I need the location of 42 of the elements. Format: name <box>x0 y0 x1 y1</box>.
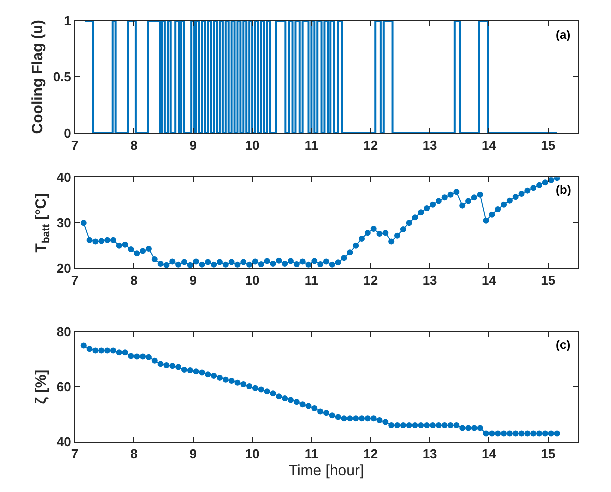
x-tick-label: 12 <box>364 273 378 288</box>
y-tick-label: 60 <box>56 380 72 395</box>
x-tick-label: 15 <box>541 446 556 462</box>
x-tick-label: 12 <box>364 138 378 153</box>
x-tick-label: 14 <box>482 273 498 288</box>
y-tick-label: 40 <box>56 434 72 450</box>
x-tick-label: 9 <box>190 446 197 462</box>
x-tick-label: 7 <box>71 138 79 153</box>
y-axis-title: ζ [%] <box>33 370 50 404</box>
y-tick-label: 40 <box>56 170 72 186</box>
y-tick-label: 1 <box>64 14 72 29</box>
x-tick-label: 13 <box>422 273 438 288</box>
x-tick-label: 8 <box>130 138 138 153</box>
x-tick-label: 7 <box>71 446 79 462</box>
y-axis-title: Cooling Flag (u) <box>30 20 47 134</box>
x-tick-label: 9 <box>190 138 197 153</box>
annotation: (b) <box>556 183 572 197</box>
x-tick-label: 12 <box>364 446 378 462</box>
x-tick-label: 11 <box>304 138 319 153</box>
x-tick-label: 15 <box>541 138 556 153</box>
x-tick-label: 14 <box>482 446 498 462</box>
x-tick-label: 7 <box>71 273 79 288</box>
x-tick-label: 13 <box>422 446 438 462</box>
x-tick-label: 15 <box>541 273 556 288</box>
annotation: (c) <box>556 338 571 352</box>
x-tick-label: 14 <box>482 138 498 153</box>
x-tick-label: 10 <box>245 446 260 462</box>
x-axis-title: Time [hour] <box>288 462 364 480</box>
y-tick-label: 30 <box>56 216 72 231</box>
x-tick-label: 9 <box>190 273 197 288</box>
x-tick-label: 10 <box>245 138 260 153</box>
y-tick-label: 0 <box>64 126 72 141</box>
y-tick-label: 0.5 <box>53 70 72 85</box>
x-tick-label: 11 <box>304 446 319 462</box>
x-tick-label: 10 <box>245 273 260 288</box>
x-tick-label: 8 <box>130 446 138 462</box>
x-tick-label: 8 <box>130 273 138 288</box>
annotation: (a) <box>556 28 571 42</box>
y-tick-label: 20 <box>56 261 72 276</box>
y-tick-label: 80 <box>56 324 72 340</box>
x-tick-label: 13 <box>422 138 438 153</box>
x-tick-label: 11 <box>304 273 319 288</box>
